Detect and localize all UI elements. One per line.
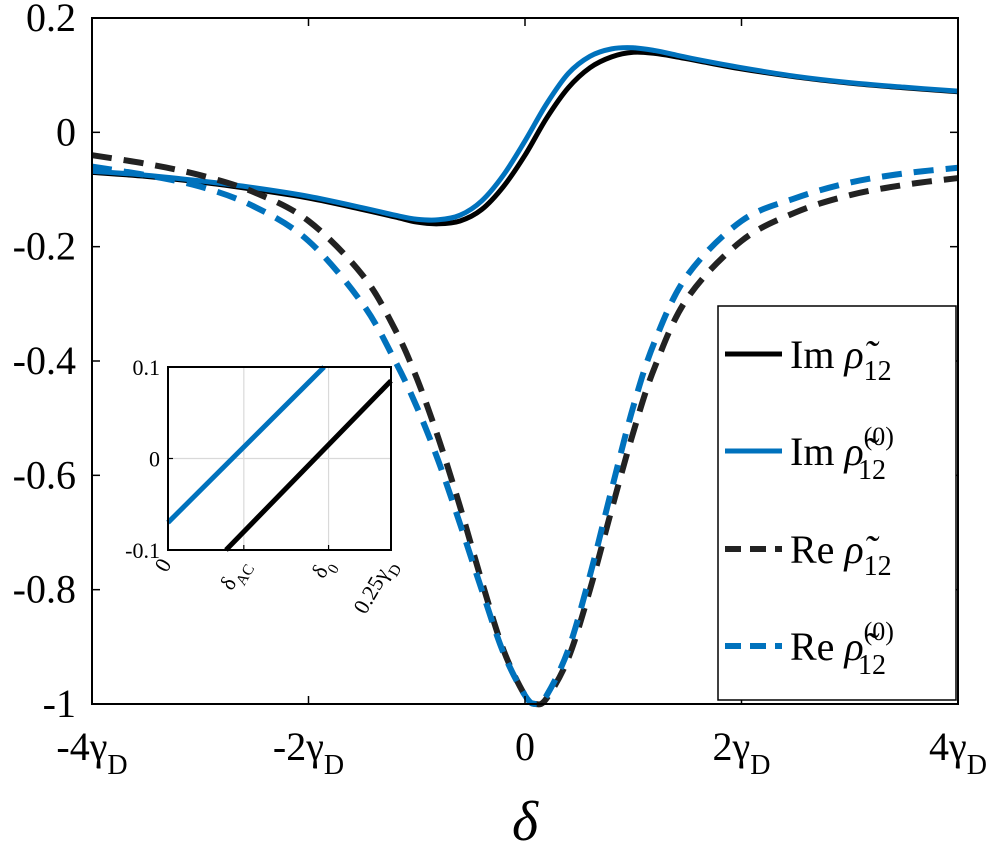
x-tick-label-main: 0 xyxy=(515,724,535,769)
x-tick-label-sub: D xyxy=(967,750,987,781)
x-tick-label: -2γD xyxy=(273,724,344,781)
x-tick-label: -4γD xyxy=(56,724,127,781)
x-tick-label: 4γD xyxy=(929,724,987,781)
inset-series-line-2 xyxy=(224,378,393,552)
y-tick-label: 0 xyxy=(56,109,76,154)
x-tick-label-sub: D xyxy=(750,750,770,781)
x-tick-label-sub: D xyxy=(107,750,127,781)
inset-y-tick-label: 0 xyxy=(149,447,160,472)
x-tick-label-main: 2γ xyxy=(713,724,751,769)
inset-x-tick-label: 0.25γD xyxy=(348,554,405,621)
inset-y-tick-label: -0.1 xyxy=(125,538,160,563)
series-line-2 xyxy=(91,45,959,223)
inset-series-line-1 xyxy=(166,365,326,525)
x-tick-label: 2γD xyxy=(713,724,771,781)
inset-x-tick-label: δAC xyxy=(215,554,259,598)
x-tick-label-main: -4γ xyxy=(56,724,107,769)
x-tick-label-sub: D xyxy=(324,750,344,781)
x-tick-label-main: -2γ xyxy=(273,724,324,769)
x-axis-label: δ xyxy=(512,791,539,853)
y-tick-label: -0.4 xyxy=(13,338,76,383)
y-tick-label: -0.8 xyxy=(13,567,76,612)
x-tick-label-main: 4γ xyxy=(929,724,967,769)
y-tick-label: 0.2 xyxy=(26,0,76,40)
y-tick-label: -0.6 xyxy=(13,452,76,497)
inset-x-tick-label: δ0 xyxy=(306,554,343,586)
legend-box xyxy=(717,305,957,701)
y-tick-label: -1 xyxy=(43,681,76,726)
x-tick-label: 0 xyxy=(515,724,535,769)
y-tick-label: -0.2 xyxy=(13,224,76,269)
inset-y-tick-label: 0.1 xyxy=(133,355,161,380)
legend-label-4: Re ρ̃(0) 12 xyxy=(790,617,894,681)
